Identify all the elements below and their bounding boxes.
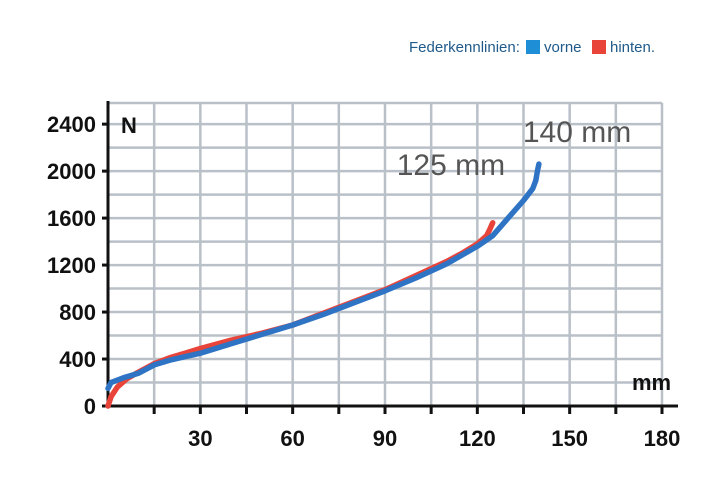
- annotation-label: 140 mm: [523, 116, 631, 149]
- series-lines: [105, 161, 542, 409]
- y-tick-label: 800: [59, 300, 96, 325]
- legend-label-vorne: vorne: [544, 39, 582, 56]
- x-tick-label: 150: [551, 426, 588, 451]
- legend-title: Federkennlinien:: [409, 39, 520, 56]
- series-line-vorne: [105, 161, 542, 392]
- y-tick-label: 400: [59, 347, 96, 372]
- x-tick-label: 180: [644, 426, 681, 451]
- y-tick-label: 1200: [47, 253, 96, 278]
- y-tick-label: 1600: [47, 206, 96, 231]
- y-axis-ticks: 0 400 800 1200 1600 2000 2400: [47, 112, 108, 419]
- legend: Federkennlinien: vorne hinten.: [409, 39, 655, 56]
- x-tick-label: 60: [280, 426, 304, 451]
- y-tick-label: 2400: [47, 112, 96, 137]
- x-tick-label: 30: [188, 426, 212, 451]
- series-line-hinten: [105, 220, 496, 409]
- x-tick-label: 120: [459, 426, 496, 451]
- annotation-label: 125 mm: [397, 149, 505, 182]
- legend-swatch-vorne: [526, 40, 540, 54]
- x-axis-ticks: 30 60 90 120 150 180: [152, 406, 681, 451]
- legend-swatch-hinten: [592, 40, 606, 54]
- grid: [108, 101, 664, 406]
- y-tick-label: 0: [84, 394, 96, 419]
- legend-label-hinten: hinten.: [610, 39, 655, 56]
- y-axis-label: N: [121, 113, 137, 138]
- y-tick-label: 2000: [47, 159, 96, 184]
- x-axis-label: mm: [632, 370, 671, 395]
- annotations: 125 mm 140 mm: [397, 116, 632, 182]
- x-tick-label: 90: [373, 426, 397, 451]
